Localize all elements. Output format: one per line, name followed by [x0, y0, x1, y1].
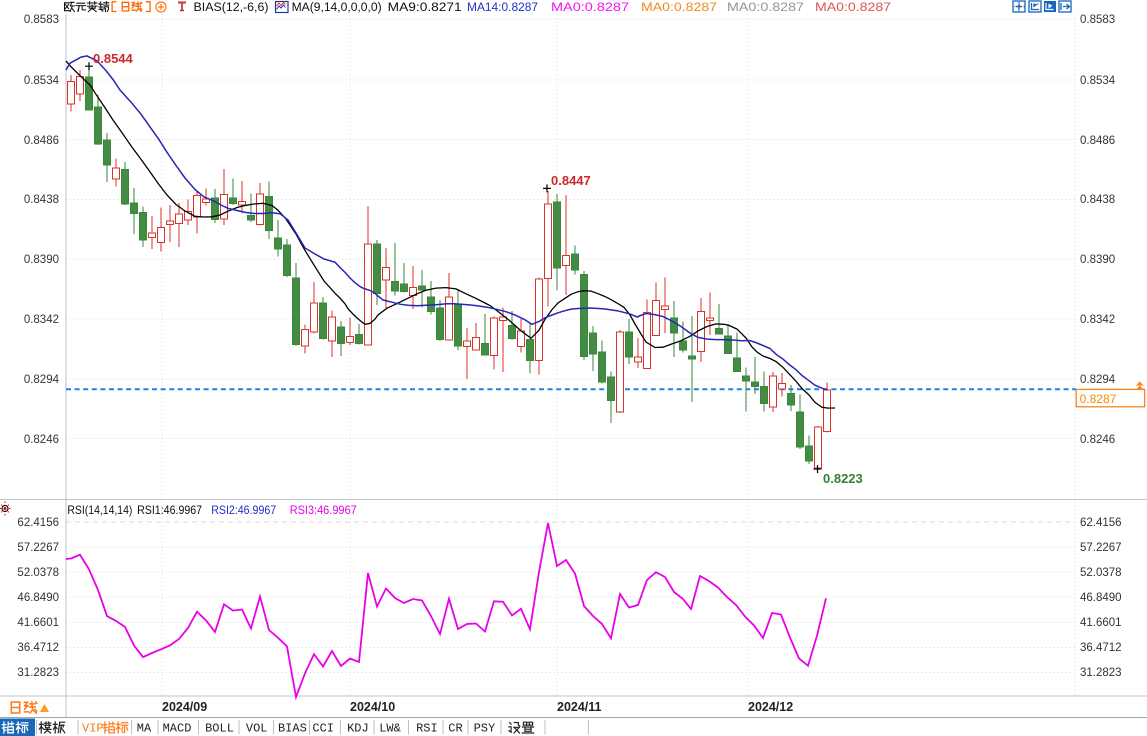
svg-text:41.6601: 41.6601	[1080, 617, 1122, 629]
svg-text:RSI: RSI	[416, 722, 438, 736]
svg-text:RSI3:46.9967: RSI3:46.9967	[290, 503, 357, 517]
svg-text:0.8223: 0.8223	[823, 471, 863, 486]
svg-text:2024/12: 2024/12	[748, 700, 793, 714]
svg-text:0.8544: 0.8544	[93, 51, 134, 66]
svg-text:MACD: MACD	[163, 722, 192, 736]
svg-text:52.0378: 52.0378	[1080, 567, 1122, 579]
svg-text:MA(9,14,0,0,0,0): MA(9,14,0,0,0,0)	[292, 2, 382, 14]
svg-text:41.6601: 41.6601	[17, 617, 59, 629]
svg-text:0.8287: 0.8287	[1080, 392, 1117, 406]
svg-text:57.2267: 57.2267	[17, 542, 59, 554]
svg-text:0.8583: 0.8583	[24, 14, 59, 26]
svg-text:RSI(14,14,14): RSI(14,14,14)	[67, 503, 132, 517]
svg-text:31.2823: 31.2823	[17, 667, 59, 679]
svg-text:BIAS(12,-6,6): BIAS(12,-6,6)	[194, 2, 269, 14]
svg-text:BIAS: BIAS	[278, 722, 307, 736]
svg-text:MA0:0.8287: MA0:0.8287	[727, 2, 804, 14]
svg-text:0.8246: 0.8246	[1080, 434, 1115, 446]
svg-text:MA: MA	[137, 722, 152, 736]
svg-text:0.8486: 0.8486	[24, 135, 59, 147]
svg-text:RSI1:46.9967: RSI1:46.9967	[137, 503, 202, 517]
svg-text:0.8294: 0.8294	[1080, 374, 1116, 386]
svg-text:PSY: PSY	[474, 722, 496, 736]
svg-text:0.8447: 0.8447	[551, 173, 591, 188]
svg-text:0.8342: 0.8342	[1080, 314, 1115, 326]
svg-text:2024/10: 2024/10	[350, 700, 395, 714]
svg-text:MA14:0.8287: MA14:0.8287	[467, 2, 538, 14]
svg-text:62.4156: 62.4156	[17, 517, 59, 529]
svg-text:0.8534: 0.8534	[24, 75, 60, 87]
svg-text:MA9:0.8271: MA9:0.8271	[388, 2, 462, 14]
svg-text:0.8294: 0.8294	[24, 374, 60, 386]
svg-text:57.2267: 57.2267	[1080, 542, 1122, 554]
svg-text:0.8486: 0.8486	[1080, 135, 1115, 147]
svg-text:0.8534: 0.8534	[1080, 75, 1116, 87]
svg-text:0.8342: 0.8342	[24, 314, 59, 326]
svg-text:MA0:0.8287: MA0:0.8287	[551, 2, 629, 14]
svg-text:46.8490: 46.8490	[17, 592, 59, 604]
svg-text:0.8583: 0.8583	[1080, 14, 1115, 26]
svg-text:LW&: LW&	[379, 722, 401, 736]
svg-text:RSI2:46.9967: RSI2:46.9967	[211, 503, 276, 517]
svg-text:MA0:0.8287: MA0:0.8287	[815, 2, 891, 14]
svg-text:2024/11: 2024/11	[557, 700, 602, 714]
svg-text:BOLL: BOLL	[205, 722, 234, 736]
svg-text:0.8390: 0.8390	[24, 254, 59, 266]
svg-text:0.8438: 0.8438	[24, 194, 59, 206]
svg-text:MA0:0.8287: MA0:0.8287	[641, 2, 717, 14]
svg-text:VIP: VIP	[82, 722, 104, 736]
svg-text:31.2823: 31.2823	[1080, 667, 1122, 679]
svg-text:CR: CR	[448, 722, 462, 736]
svg-text:0.8390: 0.8390	[1080, 254, 1115, 266]
svg-text:62.4156: 62.4156	[1080, 517, 1122, 529]
svg-text:KDJ: KDJ	[347, 722, 369, 736]
svg-text:46.8490: 46.8490	[1080, 592, 1122, 604]
svg-text:0.8246: 0.8246	[24, 434, 59, 446]
svg-text:CCI: CCI	[312, 722, 334, 736]
svg-text:VOL: VOL	[246, 722, 268, 736]
svg-text:52.0378: 52.0378	[17, 567, 59, 579]
svg-text:2024/09: 2024/09	[162, 700, 207, 714]
svg-text:0.8438: 0.8438	[1080, 194, 1115, 206]
svg-text:36.4712: 36.4712	[1080, 642, 1122, 654]
svg-text:36.4712: 36.4712	[17, 642, 59, 654]
